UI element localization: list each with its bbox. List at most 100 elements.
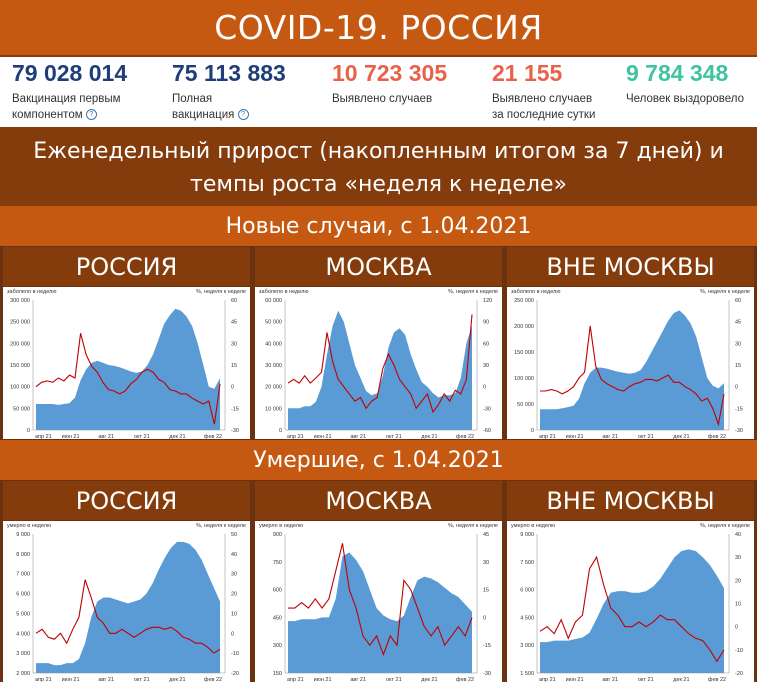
y-left-tick: 3 000 <box>520 643 534 649</box>
y-right-tick: 10 <box>231 611 237 617</box>
stat-label: Полная вакцинация ? <box>172 91 312 123</box>
y-left-tick: 150 000 <box>10 363 30 369</box>
y-left-tick: 2 000 <box>16 671 30 677</box>
chart-deaths-2: умерло в неделю %, неделя к неделе 9 000 7 … <box>507 521 754 682</box>
y-left-tick: 50 000 <box>265 320 282 326</box>
y-right-tick: 30 <box>735 341 741 347</box>
stat-2: 10 723 305 Выявлено случаев <box>332 59 472 107</box>
x-tick: июн 21 <box>314 677 332 682</box>
x-tick: июн 21 <box>314 434 332 439</box>
section-new-cases: Новые случаи, с 1.04.2021 <box>0 206 757 246</box>
x-tick: дек 21 <box>169 434 185 439</box>
y-left-tick: 3 000 <box>16 651 30 657</box>
y-left-tick: 50 000 <box>517 402 534 408</box>
chart-svg: умерло в неделю %, неделя к неделе 9 000 7 … <box>511 523 750 682</box>
y-left-tick: 600 <box>273 588 282 594</box>
stat-label: Выявлено случаев за последние сутки <box>492 93 596 121</box>
area-series <box>36 541 220 673</box>
y-right-tick: 30 <box>483 560 489 566</box>
y-right-tick: 0 <box>483 615 486 621</box>
x-tick: апр 21 <box>539 434 556 439</box>
y-axis-left-label: умерло в неделю <box>511 523 555 529</box>
y-right-tick: 20 <box>735 578 741 584</box>
y-left-tick: 250 000 <box>514 298 534 304</box>
stat-label: Выявлено случаев <box>332 93 433 105</box>
y-left-tick: 4 000 <box>16 631 30 637</box>
help-icon[interactable]: ? <box>85 109 97 121</box>
y-right-tick: 40 <box>231 552 237 558</box>
x-tick: дек 21 <box>421 434 437 439</box>
chart-cases-1: заболело в неделю%, неделя к неделе 60 00… <box>255 287 502 439</box>
region-header-cases-2: ВНЕ МОСКВЫ <box>507 247 754 286</box>
y-left-tick: 100 000 <box>514 376 534 382</box>
stat-value: 21 155 <box>492 60 563 86</box>
y-axis-left-label: заболело в неделю <box>259 289 308 295</box>
chart-cases-2: заболело в неделю %, неделя к неделе 250 0… <box>507 287 754 439</box>
chart-cases-0: заболело в неделю%, неделя к неделе 300 0… <box>3 287 250 439</box>
x-tick: окт 21 <box>386 677 402 682</box>
y-right-tick: -15 <box>231 406 239 412</box>
region-header-cases-1: МОСКВА <box>255 247 502 286</box>
y-left-tick: 150 <box>273 671 282 677</box>
y-left-tick: 6 000 <box>520 588 534 594</box>
y-left-tick: 200 000 <box>10 341 30 347</box>
y-left-tick: 0 <box>531 428 534 434</box>
y-right-tick: -15 <box>483 643 491 649</box>
area-series <box>288 552 472 673</box>
x-tick: июн 21 <box>62 677 80 682</box>
y-right-tick: -30 <box>483 671 491 677</box>
y-left-tick: 8 000 <box>16 552 30 558</box>
y-left-tick: 5 000 <box>16 611 30 617</box>
y-right-tick: -20 <box>231 671 239 677</box>
y-right-tick: 0 <box>231 631 234 637</box>
y-left-tick: 1 500 <box>520 671 534 677</box>
y-left-tick: 4 500 <box>520 615 534 621</box>
y-left-tick: 300 <box>273 643 282 649</box>
y-right-tick: 30 <box>231 341 237 347</box>
help-icon[interactable]: ? <box>237 109 249 121</box>
y-axis-right-label: %, неделя к неделе <box>448 289 498 295</box>
chart-svg: заболело в неделю %, неделя к неделе 250 0… <box>511 289 750 439</box>
x-tick: дек 21 <box>169 677 185 682</box>
y-axis-left-label: заболело в неделю <box>7 289 56 295</box>
x-tick: апр 21 <box>287 677 304 682</box>
x-tick: июн 21 <box>62 434 80 439</box>
y-left-tick: 30 000 <box>265 363 282 369</box>
area-series <box>36 308 220 430</box>
y-left-tick: 150 000 <box>514 350 534 356</box>
stat-4: 9 784 348 Человек выздоровело <box>626 59 757 107</box>
stat-1: 75 113 883 Полная вакцинация ? <box>172 59 312 123</box>
x-tick: апр 21 <box>539 677 556 682</box>
y-left-tick: 20 000 <box>265 385 282 391</box>
y-left-tick: 50 000 <box>13 406 30 412</box>
title-text: COVID-19. РОССИЯ <box>214 8 543 47</box>
y-left-tick: 7 000 <box>16 572 30 578</box>
y-right-tick: 60 <box>735 298 741 304</box>
y-left-tick: 10 000 <box>265 406 282 412</box>
x-tick: фев 22 <box>708 434 726 439</box>
line-series <box>540 325 725 427</box>
x-tick: фев 22 <box>708 677 726 682</box>
region-header-cases-0: РОССИЯ <box>3 247 250 286</box>
y-axis-left-label: умерло в неделю <box>7 523 51 529</box>
y-axis-right-label: %, неделя к неделе <box>196 289 246 295</box>
y-left-tick: 9 000 <box>520 532 534 538</box>
x-tick: июн 21 <box>566 677 584 682</box>
chart-svg: умерло в неделю %, неделя к неделе 900 750 6… <box>259 523 498 682</box>
region-header-deaths-0: РОССИЯ <box>3 481 250 520</box>
region-header-deaths-2: ВНЕ МОСКВЫ <box>507 481 754 520</box>
y-left-tick: 100 000 <box>10 385 30 391</box>
y-right-tick: -10 <box>231 651 239 657</box>
y-right-tick: 15 <box>483 588 489 594</box>
area-series <box>288 310 472 430</box>
y-right-tick: 0 <box>735 625 738 631</box>
y-right-tick: -60 <box>483 428 491 434</box>
x-tick: дек 21 <box>673 677 689 682</box>
y-left-tick: 250 000 <box>10 320 30 326</box>
weekly-header-text: Еженедельный прирост (накопленным итогом… <box>33 138 724 197</box>
x-tick: авг 21 <box>602 677 618 682</box>
stat-value: 75 113 883 <box>172 60 286 86</box>
y-right-tick: 30 <box>483 363 489 369</box>
section-deaths-text: Умершие, с 1.04.2021 <box>253 447 504 473</box>
line-series <box>287 314 473 414</box>
